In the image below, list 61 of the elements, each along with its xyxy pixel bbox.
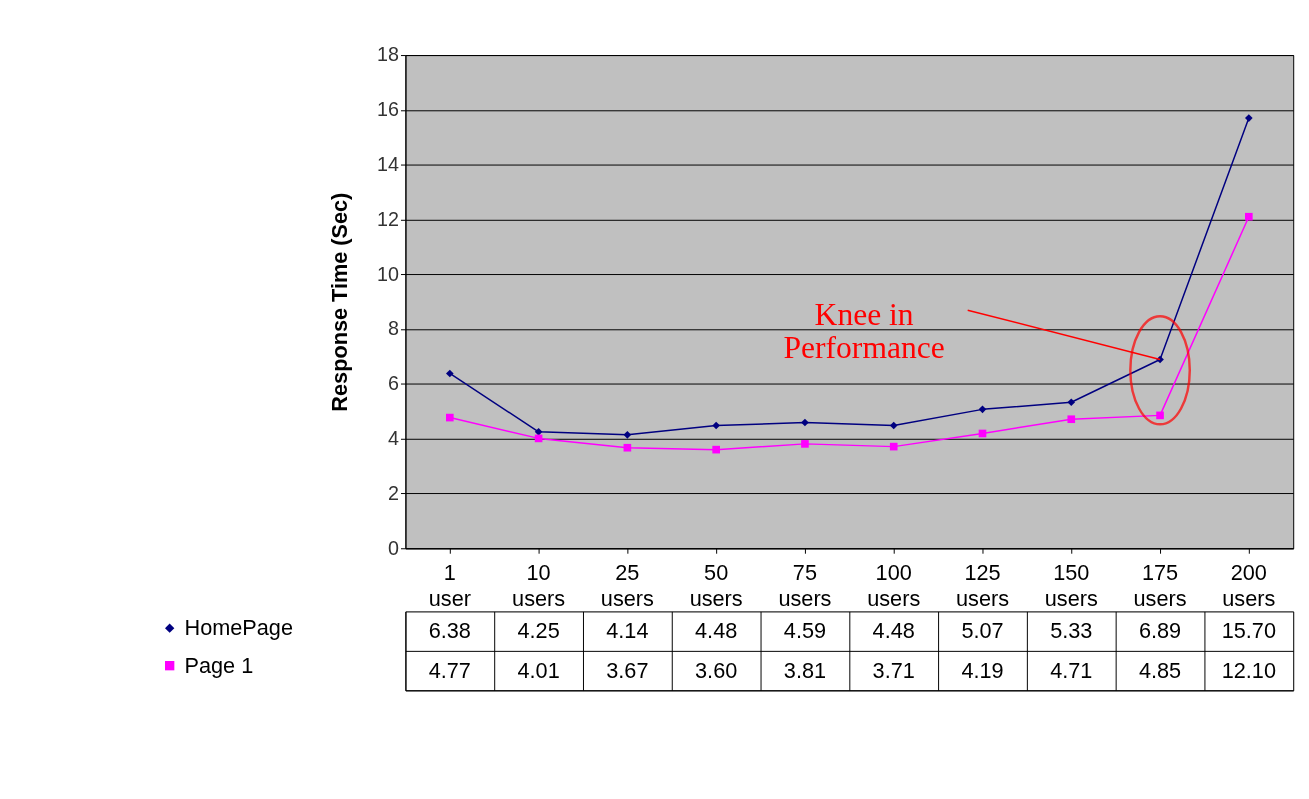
y-tick-label: 2 — [388, 481, 400, 504]
point — [445, 413, 454, 422]
point — [623, 431, 632, 439]
annotation: Knee in Performance — [783, 296, 945, 366]
data-label: 4.14 — [606, 618, 649, 644]
data-label: 3.60 — [695, 657, 738, 683]
y-tick-label: 12 — [377, 207, 400, 230]
point — [445, 369, 454, 378]
data-label: 15.70 — [1221, 618, 1276, 644]
x-tick-label: 10 users — [512, 560, 566, 611]
data-label: 4.85 — [1138, 657, 1182, 683]
data-label: 4.77 — [428, 657, 471, 683]
legend-label: Page 1 — [184, 652, 254, 678]
point — [1156, 411, 1164, 420]
point — [889, 421, 898, 430]
point — [534, 428, 543, 436]
x-tick-label: 75 users — [778, 560, 832, 611]
legend-label: HomePage — [184, 615, 293, 641]
point — [1067, 398, 1076, 407]
data-label: 3.71 — [872, 657, 915, 683]
data-label: 6.89 — [1138, 618, 1182, 644]
point — [978, 405, 987, 414]
point — [1245, 114, 1253, 122]
data-label: 4.01 — [517, 657, 560, 683]
y-tick-label: 10 — [377, 262, 400, 285]
point — [1245, 212, 1253, 221]
point — [712, 421, 720, 430]
y-tick-label: 14 — [377, 153, 400, 176]
y-tick-label: 18 — [377, 43, 400, 66]
data-label: 4.19 — [961, 657, 1004, 683]
data-label: 4.48 — [695, 618, 738, 644]
x-tick-label: 200 users — [1222, 560, 1276, 611]
y-tick-label: 16 — [377, 98, 400, 121]
data-label: 5.07 — [961, 618, 1004, 644]
data-label: 4.25 — [517, 618, 560, 644]
point — [889, 442, 898, 451]
data-label: 6.38 — [428, 618, 471, 644]
data-label: 5.33 — [1050, 618, 1093, 644]
y-axis-title: Response Time (Sec) — [327, 192, 353, 412]
point — [801, 418, 809, 427]
x-tick-label: 175 users — [1133, 560, 1187, 611]
x-tick-label: 25 users — [600, 560, 655, 611]
point — [801, 440, 809, 448]
y-tick-label: 6 — [388, 372, 400, 395]
data-label: 12.10 — [1221, 657, 1276, 683]
x-tick-label: 150 users — [1044, 560, 1098, 611]
data-label: 3.81 — [783, 657, 827, 683]
data-label: 4.48 — [872, 618, 915, 644]
point — [623, 443, 632, 452]
x-tick-label: 125 users — [955, 560, 1010, 611]
x-tick-label: 1 user — [428, 560, 471, 611]
y-tick-label: 4 — [388, 427, 400, 450]
point — [1067, 415, 1076, 424]
data-label: 3.67 — [606, 657, 649, 683]
point — [712, 445, 720, 454]
x-tick-label: 50 users — [689, 560, 743, 611]
data-label: 4.71 — [1050, 657, 1093, 683]
x-tick-label: 100 users — [867, 560, 921, 611]
data-label: 4.59 — [783, 618, 827, 644]
y-tick-label: 0 — [388, 536, 400, 559]
y-tick-label: 8 — [388, 317, 400, 340]
